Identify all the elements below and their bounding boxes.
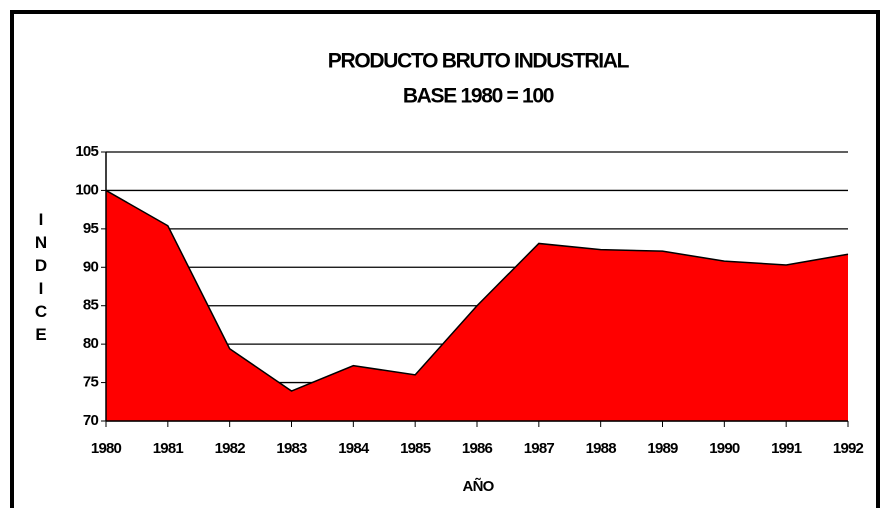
- y-tick-label: 80: [83, 335, 99, 352]
- x-tick-label: 1984: [338, 440, 370, 457]
- y-tick-label: 85: [83, 297, 99, 314]
- y-tick-label: 70: [83, 412, 99, 429]
- x-tick-label: 1985: [400, 440, 431, 457]
- y-axis-label: INDICE: [32, 210, 51, 348]
- x-tick-label: 1988: [586, 440, 617, 457]
- chart-subtitle: BASE 1980 = 100: [403, 85, 554, 108]
- frame: [10, 10, 880, 508]
- area-line: [105, 189, 849, 392]
- x-tick-label: 1989: [647, 440, 678, 457]
- x-axis-label: AÑO: [463, 477, 495, 495]
- x-tick-label: 1990: [709, 440, 740, 457]
- y-tick-label: 75: [83, 374, 99, 391]
- x-tick-label: 1992: [833, 440, 864, 457]
- chart-title: PRODUCTO BRUTO INDUSTRIAL: [328, 50, 630, 73]
- y-tick-label: 100: [75, 181, 98, 198]
- x-tick-label: 1987: [524, 440, 555, 457]
- x-tick-label: 1982: [215, 440, 246, 457]
- x-tick-label: 1991: [771, 440, 802, 457]
- x-tick-label: 1981: [153, 440, 184, 457]
- y-tick-label: 95: [83, 220, 99, 237]
- x-tick-label: 1980: [91, 440, 122, 457]
- y-tick-label: 105: [75, 143, 98, 160]
- x-tick-label: 1986: [462, 440, 493, 457]
- y-tick-label: 90: [83, 258, 99, 275]
- x-tick-label: 1983: [276, 440, 307, 457]
